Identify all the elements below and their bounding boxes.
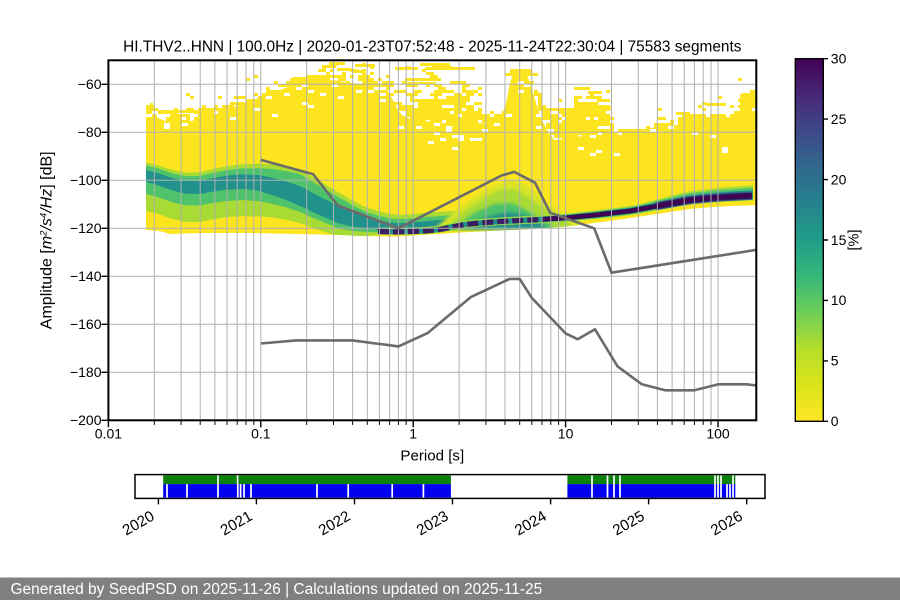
svg-text:Amplitude [m2/s4/Hz] [dB]: Amplitude [m2/s4/Hz] [dB] xyxy=(38,151,56,329)
svg-text:−180: −180 xyxy=(70,364,102,380)
svg-text:20: 20 xyxy=(831,171,847,187)
svg-text:−80: −80 xyxy=(78,124,102,140)
svg-text:1: 1 xyxy=(409,426,417,442)
svg-text:−200: −200 xyxy=(70,412,102,428)
svg-text:Generated by SeedPSD on 2025-1: Generated by SeedPSD on 2025-11-26 | Cal… xyxy=(11,581,543,598)
svg-text:−120: −120 xyxy=(70,220,102,236)
svg-text:−60: −60 xyxy=(78,76,102,92)
svg-text:30: 30 xyxy=(831,51,847,67)
svg-text:−160: −160 xyxy=(70,316,102,332)
svg-text:HI.THV2..HNN | 100.0Hz | 2020-: HI.THV2..HNN | 100.0Hz | 2020-01-23T07:5… xyxy=(123,39,742,56)
svg-text:10: 10 xyxy=(831,292,847,308)
svg-text:15: 15 xyxy=(831,232,847,248)
svg-text:0: 0 xyxy=(831,413,839,429)
svg-text:10: 10 xyxy=(558,426,574,442)
svg-text:−100: −100 xyxy=(70,172,102,188)
svg-text:Period [s]: Period [s] xyxy=(400,448,464,465)
svg-text:25: 25 xyxy=(831,111,847,127)
svg-text:[%]: [%] xyxy=(847,230,863,251)
svg-text:0.1: 0.1 xyxy=(251,426,271,442)
svg-text:0.01: 0.01 xyxy=(95,426,122,442)
svg-text:−140: −140 xyxy=(70,268,102,284)
svg-text:100: 100 xyxy=(706,426,730,442)
svg-text:5: 5 xyxy=(831,353,839,369)
